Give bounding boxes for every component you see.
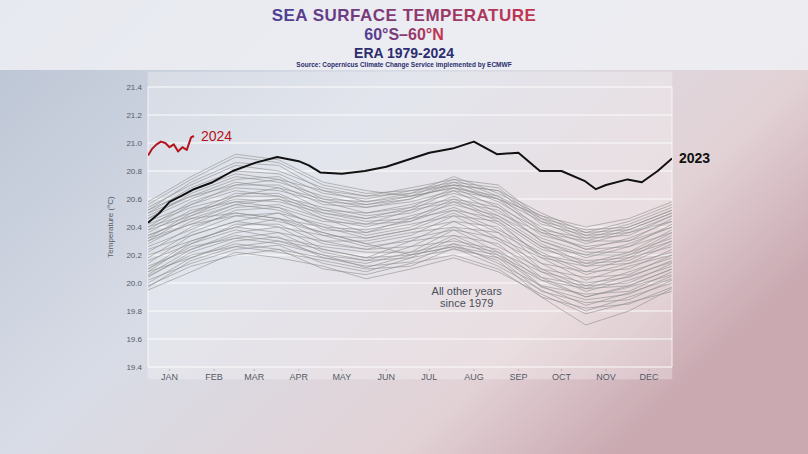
background-year-line [148, 213, 672, 325]
annotation: since 1979 [440, 297, 493, 309]
background-year-line [148, 174, 672, 238]
grid-line [148, 339, 672, 340]
x-tick [214, 369, 215, 371]
grid-line [148, 87, 672, 88]
background-year-line [148, 221, 672, 285]
x-tick [254, 369, 255, 371]
x-tick [649, 369, 650, 371]
background-year-line [148, 177, 672, 236]
x-tick-label: NOV [596, 372, 616, 382]
y-tick-label: 21.0 [126, 139, 142, 148]
x-tick-label: MAR [244, 372, 265, 382]
grid-line [148, 311, 672, 312]
subtitle: 60°S–60°N [364, 26, 444, 43]
grid-line [148, 115, 672, 116]
grid-line [148, 171, 672, 172]
x-tick-label: FEB [205, 372, 223, 382]
y-tick-label: 19.6 [126, 335, 142, 344]
y-tick-label: 19.4 [126, 363, 142, 372]
x-tick [473, 369, 474, 371]
x-tick-label: SEP [509, 372, 527, 382]
background-year-line [148, 199, 672, 263]
background-year-line [148, 165, 672, 235]
x-tick [341, 369, 342, 371]
x-tick [386, 369, 387, 371]
annotation: All other years [432, 285, 503, 297]
x-tick [605, 369, 606, 371]
y-axis-label: Temperature (°C) [106, 196, 115, 258]
series-label: 2023 [679, 150, 710, 166]
y-tick-label: 19.8 [126, 307, 142, 316]
background-year-line [148, 157, 672, 233]
x-tick-label: JUN [378, 372, 396, 382]
x-tick-label: MAY [332, 372, 351, 382]
series-line [148, 136, 194, 156]
y-tick-label: 20.8 [126, 167, 142, 176]
x-tick [561, 369, 562, 371]
series-label: 2024 [201, 128, 232, 144]
background-year-line [148, 171, 672, 233]
y-tick-label: 20.0 [126, 279, 142, 288]
x-tick [429, 369, 430, 371]
x-tick-label: OCT [552, 372, 572, 382]
plot-area [148, 72, 672, 379]
background-year-line [148, 247, 672, 311]
y-tick-label: 21.4 [126, 83, 142, 92]
lines [148, 136, 672, 325]
background-year-line [148, 188, 672, 250]
background-year-line [148, 241, 672, 300]
y-tick-label: 20.6 [126, 195, 142, 204]
x-tick-label: AUG [464, 372, 484, 382]
y-tick-label: 20.4 [126, 223, 142, 232]
x-tick [518, 369, 519, 371]
x-tick [298, 369, 299, 371]
x-tick-label: JUL [421, 372, 437, 382]
grid-line [148, 367, 672, 368]
series-line [148, 142, 672, 223]
y-tick-label: 20.2 [126, 251, 142, 260]
x-tick-label: DEC [640, 372, 660, 382]
source: Source: Copernicus Climate Change Servic… [296, 61, 511, 69]
title: SEA SURFACE TEMPERATURE [272, 6, 537, 25]
x-tick-label: APR [289, 372, 308, 382]
background-year-line [148, 154, 672, 227]
period: ERA 1979-2024 [354, 45, 454, 61]
y-tick-label: 21.2 [126, 111, 142, 120]
x-tick-label: JAN [161, 372, 178, 382]
header-band [0, 0, 808, 70]
chart: SEA SURFACE TEMPERATURE60°S–60°N ERA 1979… [0, 0, 808, 454]
x-tick [169, 369, 170, 371]
background [0, 0, 808, 454]
